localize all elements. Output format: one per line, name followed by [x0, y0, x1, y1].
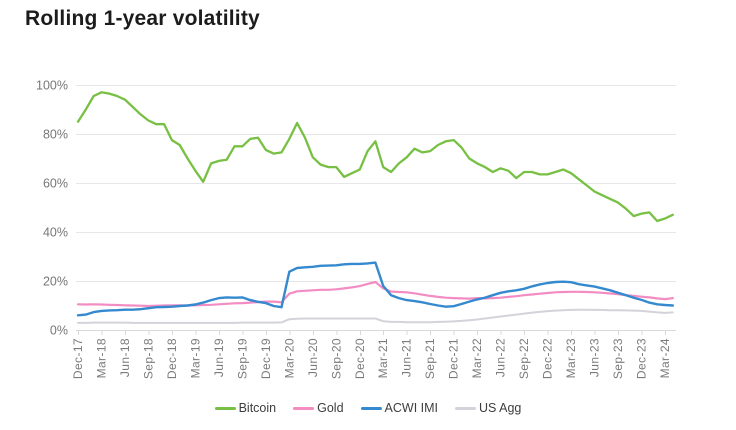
- x-axis-label: Sep-22: [517, 338, 531, 379]
- y-axis-label: 20%: [43, 275, 68, 289]
- x-axis-label: Sep-21: [423, 338, 437, 379]
- page-title: Rolling 1-year volatility: [25, 7, 260, 30]
- legend-swatch-gold: [293, 406, 315, 410]
- x-axis-label: Dec-23: [635, 338, 649, 379]
- x-axis-label: Sep-20: [329, 338, 343, 379]
- chart-legend: Bitcoin Gold ACWI IMI US Agg: [0, 401, 736, 415]
- legend-item-gold[interactable]: Gold: [293, 401, 344, 415]
- x-axis-label: Mar-24: [658, 338, 672, 378]
- x-axis-label: Sep-19: [235, 338, 249, 379]
- legend-label: US Agg: [479, 401, 522, 415]
- x-axis-label: Mar-20: [282, 338, 296, 378]
- x-axis-label: Jun-18: [118, 338, 132, 377]
- x-axis-label: Mar-23: [564, 338, 578, 378]
- x-axis-label: Jun-22: [494, 338, 508, 377]
- x-axis-label: Jun-20: [306, 338, 320, 377]
- y-axis-label: 0%: [50, 324, 68, 338]
- x-axis-label: Mar-19: [188, 338, 202, 378]
- legend-swatch-us-agg: [455, 406, 476, 410]
- legend-item-acwi-imi[interactable]: ACWI IMI: [360, 401, 438, 415]
- legend-label: Bitcoin: [238, 401, 277, 415]
- x-axis-label: Jun-19: [212, 338, 226, 377]
- legend-label: ACWI IMI: [384, 401, 438, 415]
- series-line-bitcoin: [76, 91, 674, 223]
- y-axis-label: 100%: [36, 79, 68, 93]
- x-axis-label: Dec-20: [353, 338, 367, 379]
- x-axis-label: Dec-21: [447, 338, 461, 379]
- legend-swatch-bitcoin: [214, 406, 236, 410]
- legend-label: Gold: [317, 401, 344, 415]
- legend-swatch-acwi-imi: [360, 406, 382, 410]
- x-axis-label: Sep-18: [141, 338, 155, 379]
- x-axis-label: Mar-18: [94, 338, 108, 378]
- series-line-acwi-imi: [76, 261, 674, 317]
- x-axis-label: Sep-23: [611, 338, 625, 379]
- x-axis-label: Mar-21: [376, 338, 390, 378]
- y-axis-label: 60%: [43, 177, 68, 191]
- x-axis-label: Dec-18: [165, 338, 179, 379]
- x-axis-label: Dec-17: [71, 338, 85, 379]
- x-axis-label: Mar-22: [470, 338, 484, 378]
- series-line-us-agg: [77, 308, 674, 324]
- x-axis-label: Dec-22: [541, 338, 555, 379]
- x-axis-label: Dec-19: [259, 338, 273, 379]
- x-axis-label: Jun-23: [588, 338, 602, 377]
- y-axis-label: 40%: [43, 226, 68, 240]
- x-axis-label: Jun-21: [400, 338, 414, 377]
- legend-item-bitcoin[interactable]: Bitcoin: [214, 401, 277, 415]
- y-axis-label: 80%: [43, 128, 68, 142]
- legend-item-us-agg[interactable]: US Agg: [455, 401, 521, 415]
